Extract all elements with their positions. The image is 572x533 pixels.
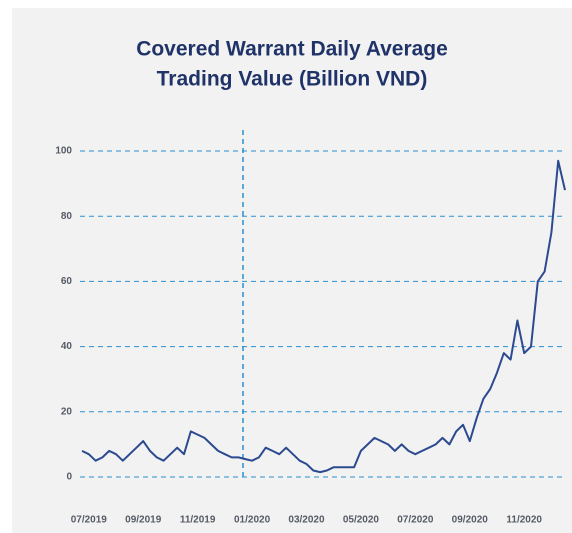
chart-title: Trading Value (Billion VND) bbox=[157, 68, 428, 91]
x-tick-label: 11/2019 bbox=[180, 515, 216, 526]
y-tick-label: 20 bbox=[61, 406, 73, 417]
chart-title: Covered Warrant Daily Average bbox=[136, 38, 448, 61]
x-tick-label: 03/2020 bbox=[288, 515, 325, 526]
x-tick-label: 01/2020 bbox=[234, 515, 271, 526]
y-tick-label: 100 bbox=[55, 146, 72, 157]
y-tick-label: 80 bbox=[61, 211, 73, 222]
y-tick-label: 40 bbox=[61, 341, 73, 352]
chart-background bbox=[12, 8, 572, 533]
x-tick-label: 09/2019 bbox=[125, 515, 162, 526]
data-line bbox=[81, 159, 566, 474]
x-tick-label: 07/2020 bbox=[397, 515, 434, 526]
y-tick-label: 0 bbox=[66, 472, 72, 483]
x-tick-label: 09/2020 bbox=[452, 515, 489, 526]
x-tick-label: 05/2020 bbox=[343, 515, 380, 526]
x-tick-label: 11/2020 bbox=[506, 515, 542, 526]
y-tick-label: 60 bbox=[61, 276, 73, 287]
x-tick-label: 07/2019 bbox=[71, 515, 108, 526]
